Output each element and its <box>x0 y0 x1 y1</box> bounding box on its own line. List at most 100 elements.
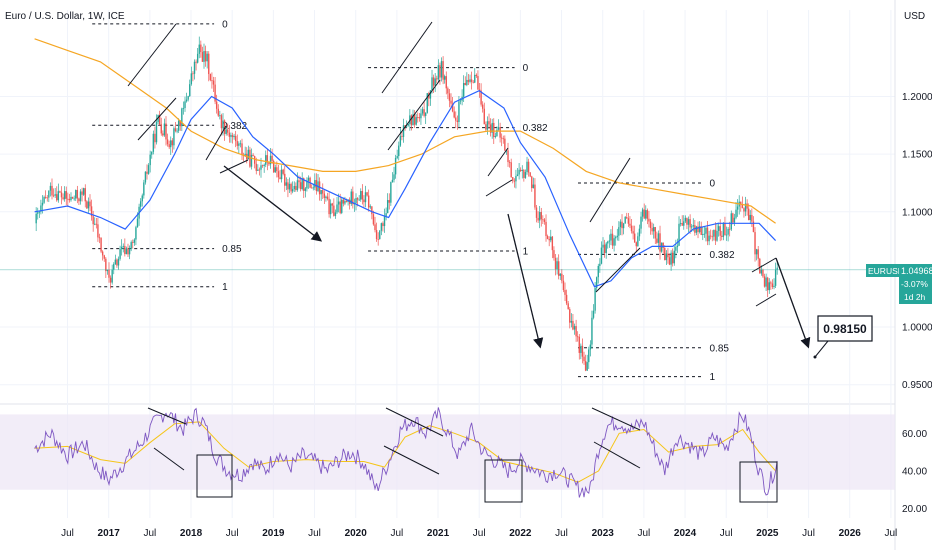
candle-body <box>656 238 658 243</box>
candle-body <box>488 121 490 125</box>
candle-body <box>409 115 411 125</box>
candle-body <box>583 356 585 362</box>
candle-body <box>660 242 663 252</box>
candle-body <box>614 237 617 239</box>
target-callout[interactable]: 0.98150 <box>813 315 873 359</box>
rsi-axis[interactable]: 60.00 40.00 20.00 <box>902 429 927 515</box>
fib-level-label: 0 <box>222 19 228 30</box>
candle-body <box>724 222 726 236</box>
candle-body <box>659 233 661 252</box>
candle-body <box>128 249 131 255</box>
rsi-divergence-line <box>147 407 187 425</box>
candle-body <box>295 185 297 191</box>
candle-body <box>531 176 533 189</box>
rsi-divergence-line <box>153 447 185 471</box>
candle-body <box>494 135 497 138</box>
candle-body <box>757 249 759 259</box>
candle-body <box>143 182 145 196</box>
candle-body <box>667 253 669 258</box>
candle-body <box>333 205 335 216</box>
candle-body <box>773 285 775 288</box>
candle-body <box>41 202 44 206</box>
candle-body <box>391 179 394 183</box>
candle-body <box>75 189 77 199</box>
candle-body <box>499 127 501 138</box>
candle-body <box>502 138 504 140</box>
rsi-divergence-line <box>385 407 444 437</box>
candle-body <box>755 249 758 255</box>
time-axis[interactable]: Jul 2017 Jul 2018 Jul 2019 Jul 2020 Jul 2021 Jul 20… <box>61 528 897 539</box>
candle-body <box>271 155 273 161</box>
candle-body <box>567 303 569 310</box>
candle-body <box>489 124 492 133</box>
candle-body <box>67 198 69 200</box>
candle-body <box>277 171 280 178</box>
candle-body <box>288 183 291 190</box>
candle-body <box>611 233 614 246</box>
candle-body <box>689 219 691 228</box>
candle-body <box>575 326 577 337</box>
fib-level-label: 0.85 <box>710 343 730 354</box>
candle-body <box>602 244 604 248</box>
candle-body <box>122 245 124 247</box>
candle-body <box>765 277 767 287</box>
candle-body <box>189 84 191 97</box>
candle-body <box>497 127 500 130</box>
candle-body <box>70 196 72 201</box>
candle-body <box>537 217 539 221</box>
trend-line <box>127 23 177 87</box>
candle-body <box>225 129 227 134</box>
ticker-badge[interactable]: EURUSD 1.04968 -3.07% 1d 2h <box>866 264 932 304</box>
candle-body <box>697 226 699 233</box>
candle-body <box>257 169 259 171</box>
candle-body <box>652 227 655 232</box>
candle-body <box>284 173 286 186</box>
rsi-signal-line <box>34 421 776 483</box>
candle-body <box>101 251 104 256</box>
candle-body <box>151 151 153 155</box>
candle-body <box>572 320 574 330</box>
candle-body <box>385 213 387 217</box>
candle-body <box>637 236 639 247</box>
candle-body <box>493 122 495 138</box>
time-tick-label: Jul <box>802 528 815 539</box>
candle-body <box>771 283 774 288</box>
candle-body <box>649 221 652 228</box>
candle-body <box>170 140 172 148</box>
candle-body <box>692 225 694 227</box>
candle-body <box>136 218 139 228</box>
candle-body <box>382 223 384 227</box>
candle-body <box>393 174 395 180</box>
candle-body <box>412 114 414 126</box>
candle-body <box>253 156 256 164</box>
time-tick-label: Jul <box>720 528 733 539</box>
candle-body <box>132 242 134 243</box>
time-tick-label: Jul <box>884 528 897 539</box>
candle-body <box>690 226 693 228</box>
candle-body <box>293 185 295 190</box>
candle-body <box>95 223 98 225</box>
trend-line <box>205 125 227 161</box>
candle-body <box>234 135 237 142</box>
candle-body <box>71 196 74 199</box>
candle-body <box>554 257 557 270</box>
candle-body <box>762 269 764 277</box>
trend-line <box>381 21 433 94</box>
candle-body <box>310 187 313 189</box>
candle-body <box>219 115 221 117</box>
candle-body <box>250 154 253 167</box>
candle-body <box>766 277 769 291</box>
rsi-line <box>34 407 778 498</box>
candle-body <box>437 65 440 80</box>
candle-body <box>638 228 641 237</box>
candle-body <box>679 222 682 224</box>
rsi-divergence-line <box>383 445 440 475</box>
candle-body <box>185 99 188 102</box>
candle-body <box>445 76 447 89</box>
candle-body <box>728 228 731 230</box>
candle-body <box>605 243 607 254</box>
time-tick-label: 2017 <box>98 528 121 539</box>
candle-body <box>212 80 215 85</box>
candle-body <box>144 171 147 183</box>
